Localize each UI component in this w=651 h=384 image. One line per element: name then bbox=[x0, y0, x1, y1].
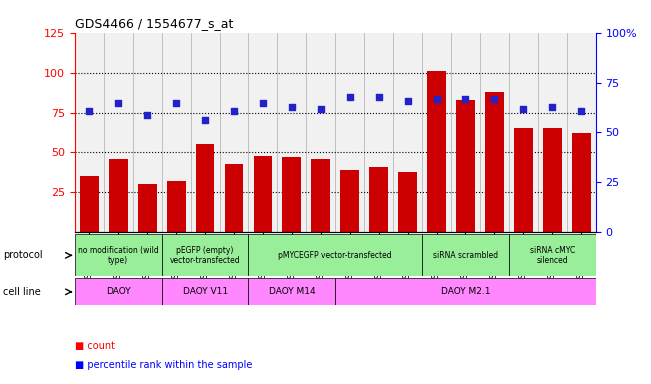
Bar bbox=[567, 33, 596, 232]
Text: DAOY: DAOY bbox=[106, 287, 131, 296]
Bar bbox=[75, 234, 161, 276]
Text: siRNA cMYC
silenced: siRNA cMYC silenced bbox=[530, 246, 575, 265]
Text: DAOY V11: DAOY V11 bbox=[182, 287, 228, 296]
Text: pMYCEGFP vector-transfected: pMYCEGFP vector-transfected bbox=[279, 251, 392, 260]
Point bbox=[402, 98, 413, 104]
Bar bbox=[249, 33, 277, 232]
Bar bbox=[249, 234, 422, 276]
Bar bbox=[480, 33, 509, 232]
Text: ■ percentile rank within the sample: ■ percentile rank within the sample bbox=[75, 360, 252, 370]
Text: pEGFP (empty)
vector-transfected: pEGFP (empty) vector-transfected bbox=[170, 246, 240, 265]
Point bbox=[576, 108, 587, 114]
Bar bbox=[398, 172, 417, 232]
Point bbox=[460, 96, 471, 102]
Bar bbox=[219, 33, 249, 232]
Point bbox=[547, 103, 557, 109]
Bar bbox=[307, 33, 335, 232]
Text: no modification (wild
type): no modification (wild type) bbox=[78, 246, 159, 265]
Bar bbox=[80, 176, 99, 232]
Text: GDS4466 / 1554677_s_at: GDS4466 / 1554677_s_at bbox=[75, 17, 233, 30]
Point bbox=[344, 93, 355, 99]
Bar bbox=[543, 129, 562, 232]
Text: DAOY M2.1: DAOY M2.1 bbox=[441, 287, 490, 296]
Bar bbox=[311, 159, 330, 232]
Bar bbox=[364, 33, 393, 232]
Point bbox=[258, 99, 268, 106]
Bar bbox=[335, 33, 364, 232]
Point bbox=[432, 96, 442, 102]
Bar bbox=[538, 33, 567, 232]
Bar bbox=[369, 167, 388, 232]
Bar bbox=[75, 33, 104, 232]
Bar bbox=[109, 159, 128, 232]
Point bbox=[374, 93, 384, 99]
Point bbox=[229, 108, 239, 114]
Bar bbox=[335, 278, 596, 305]
Text: ■ count: ■ count bbox=[75, 341, 115, 351]
Text: protocol: protocol bbox=[3, 250, 43, 260]
Bar bbox=[138, 184, 157, 232]
Point bbox=[142, 111, 152, 118]
Text: siRNA scrambled: siRNA scrambled bbox=[433, 251, 498, 260]
Bar bbox=[340, 170, 359, 232]
Bar bbox=[422, 234, 509, 276]
Bar bbox=[161, 278, 249, 305]
Bar bbox=[191, 33, 219, 232]
Bar bbox=[485, 92, 504, 232]
Point bbox=[113, 99, 124, 106]
Bar bbox=[225, 164, 243, 232]
Bar bbox=[283, 157, 301, 232]
Point bbox=[286, 103, 297, 109]
Point bbox=[316, 106, 326, 112]
Bar bbox=[167, 181, 186, 232]
Point bbox=[518, 106, 529, 112]
Bar bbox=[249, 278, 335, 305]
Bar bbox=[451, 33, 480, 232]
Bar bbox=[161, 234, 249, 276]
Bar bbox=[572, 133, 590, 232]
Bar bbox=[196, 144, 214, 232]
Text: cell line: cell line bbox=[3, 287, 41, 297]
Bar bbox=[133, 33, 161, 232]
Bar bbox=[514, 129, 533, 232]
Point bbox=[200, 118, 210, 124]
Point bbox=[489, 96, 499, 102]
Bar bbox=[509, 33, 538, 232]
Bar bbox=[509, 234, 596, 276]
Bar bbox=[161, 33, 191, 232]
Bar bbox=[104, 33, 133, 232]
Bar bbox=[393, 33, 422, 232]
Bar bbox=[253, 156, 272, 232]
Bar bbox=[422, 33, 451, 232]
Bar bbox=[427, 71, 446, 232]
Point bbox=[171, 99, 182, 106]
Bar bbox=[75, 278, 161, 305]
Text: DAOY M14: DAOY M14 bbox=[269, 287, 315, 296]
Bar bbox=[277, 33, 307, 232]
Bar bbox=[456, 100, 475, 232]
Point bbox=[84, 108, 94, 114]
